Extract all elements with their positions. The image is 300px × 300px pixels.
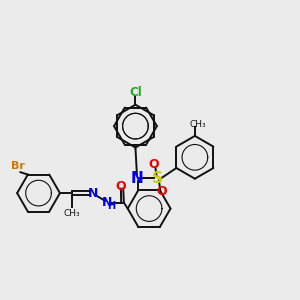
Text: N: N	[87, 187, 98, 200]
Text: O: O	[149, 158, 160, 171]
Text: H: H	[107, 201, 115, 211]
Text: Br: Br	[11, 161, 24, 171]
Text: CH₃: CH₃	[64, 209, 80, 218]
Text: O: O	[116, 180, 126, 193]
Text: O: O	[156, 185, 166, 198]
Text: Cl: Cl	[129, 86, 142, 99]
Text: N: N	[130, 171, 143, 186]
Text: S: S	[152, 171, 163, 186]
Text: CH₃: CH₃	[190, 119, 206, 128]
Text: N: N	[102, 196, 113, 209]
